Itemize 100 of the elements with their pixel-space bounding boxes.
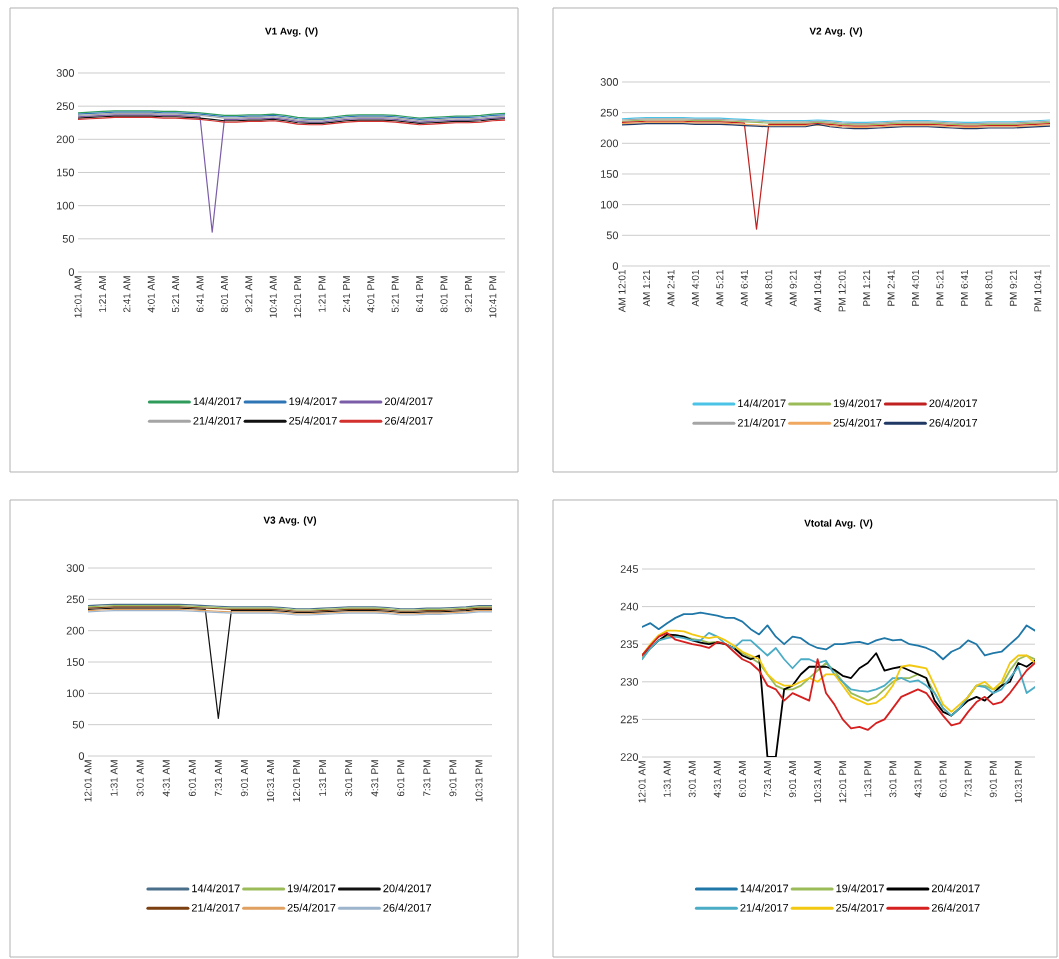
x-tick-label: 12:01 PM	[294, 276, 302, 318]
x-tick-label: AM 1:21	[642, 270, 650, 307]
legend-label: 14/4/2017	[193, 397, 242, 406]
x-tick-label: 3:01 PM	[345, 760, 353, 797]
x-tick-label: 1:31 AM	[663, 761, 671, 797]
x-tick-label: 1:21 PM	[318, 276, 326, 312]
x-tick-label: 10:41 PM	[489, 276, 497, 318]
x-tick-label: 9:01 PM	[989, 761, 997, 798]
x-tick-label: PM 10:41	[1034, 270, 1042, 312]
y-tick-label: 0	[78, 752, 85, 760]
x-tick-label: 9:21 AM	[245, 276, 253, 313]
x-tick-label: PM 5:21	[936, 270, 944, 306]
legend-label: 20/4/2017	[931, 884, 980, 893]
x-tick-label: 2:41 PM	[342, 276, 350, 313]
legend-label: 20/4/2017	[929, 399, 978, 408]
legend-label: 19/4/2017	[833, 399, 882, 408]
y-tick-label: 220	[620, 753, 639, 761]
x-tick-label: 9:01 AM	[240, 760, 248, 797]
x-tick-label: 8:01 PM	[440, 276, 448, 313]
legend-label: 26/4/2017	[931, 903, 980, 912]
y-tick-label: 225	[620, 715, 639, 724]
x-tick-label: AM 10:41	[814, 270, 822, 313]
chart-title: Vtotal Avg. (V)	[804, 519, 873, 529]
x-tick-label: 12:01 AM	[638, 761, 646, 803]
x-tick-label: AM 9:21	[789, 270, 797, 307]
x-tick-label: 10:31 PM	[475, 760, 483, 802]
x-tick-label: 10:31 AM	[814, 761, 822, 803]
y-tick-label: 300	[66, 564, 85, 572]
x-tick-label: 4:31 AM	[162, 760, 170, 797]
legend-label: 25/4/2017	[287, 903, 336, 912]
y-tick-label: 50	[72, 720, 85, 729]
chart-title: V2 Avg. (V)	[809, 27, 863, 37]
x-tick-label: PM 1:21	[863, 270, 871, 306]
x-tick-label: 10:31 PM	[1014, 761, 1022, 803]
legend-label: 25/4/2017	[833, 418, 882, 427]
y-tick-label: 200	[600, 139, 619, 148]
chart-title: V3 Avg. (V)	[263, 516, 317, 526]
y-tick-label: 100	[57, 201, 75, 210]
x-tick-label: 12:01 PM	[839, 761, 847, 803]
y-tick-label: 50	[62, 234, 75, 243]
x-tick-label: PM 2:41	[887, 270, 895, 306]
x-tick-label: AM 5:21	[716, 270, 724, 307]
x-tick-label: 9:01 AM	[788, 761, 797, 798]
legend-label: 25/4/2017	[836, 903, 884, 912]
legend-label: 21/4/2017	[191, 903, 240, 912]
x-tick-label: PM 6:41	[960, 270, 968, 306]
x-tick-label: 2:41 AM	[123, 276, 131, 313]
legend-label: 26/4/2017	[383, 903, 432, 912]
x-tick-label: 12:01 AM	[84, 760, 92, 802]
x-tick-label: 3:01 PM	[889, 761, 897, 798]
y-tick-label: 300	[56, 69, 75, 77]
x-tick-label: 7:31 AM	[763, 761, 771, 798]
x-tick-label: 5:21 AM	[172, 276, 180, 313]
x-tick-label: 6:41 AM	[196, 276, 204, 313]
y-tick-label: 235	[620, 640, 639, 649]
x-tick-label: 6:01 PM	[397, 760, 405, 797]
x-tick-label: AM 6:41	[740, 270, 748, 307]
x-tick-label: 3:01 AM	[136, 760, 144, 797]
x-tick-label: AM 4:01	[691, 270, 699, 307]
legend-label: 19/4/2017	[289, 397, 337, 406]
y-tick-label: 245	[620, 565, 639, 573]
x-tick-label: 10:41 AM	[269, 276, 277, 318]
y-tick-label: 0	[612, 262, 619, 270]
y-tick-label: 200	[56, 135, 75, 144]
x-tick-label: 4:01 AM	[147, 276, 155, 313]
x-tick-label: 4:31 AM	[713, 761, 721, 798]
y-tick-label: 250	[56, 102, 75, 111]
x-tick-label: 3:01 AM	[688, 761, 696, 798]
x-tick-label: AM 8:01	[765, 270, 773, 307]
y-tick-label: 150	[67, 658, 85, 666]
y-tick-label: 100	[67, 689, 85, 698]
y-tick-label: 0	[68, 268, 75, 276]
legend-label: 20/4/2017	[383, 884, 432, 893]
x-tick-label: 6:01 PM	[939, 761, 947, 798]
legend-label: 14/4/2017	[738, 399, 786, 408]
legend-label: 14/4/2017	[740, 884, 789, 893]
x-tick-label: 1:31 PM	[864, 761, 872, 797]
legend-label: 26/4/2017	[384, 416, 433, 425]
x-tick-label: 12:01 PM	[292, 760, 301, 802]
y-tick-label: 250	[600, 108, 619, 117]
legend-label: 21/4/2017	[740, 903, 789, 912]
legend-label: 21/4/2017	[737, 418, 786, 427]
chart-title: V1 Avg. (V)	[264, 27, 318, 37]
x-tick-label: 4:31 PM	[371, 760, 379, 797]
y-tick-label: 240	[620, 602, 639, 611]
x-tick-label: 7:31 PM	[423, 760, 431, 797]
x-tick-label: 6:41 PM	[416, 276, 424, 313]
legend-label: 21/4/2017	[193, 416, 242, 425]
y-tick-label: 150	[601, 170, 619, 178]
legend-label: 20/4/2017	[384, 397, 433, 406]
x-tick-label: PM 4:01	[911, 270, 920, 306]
x-tick-label: 12:01 AM	[74, 276, 82, 318]
x-tick-label: 4:31 PM	[914, 761, 922, 798]
y-tick-label: 150	[57, 168, 75, 177]
x-tick-label: 6:01 AM	[738, 761, 746, 798]
x-tick-label: 1:21 AM	[98, 276, 106, 312]
x-tick-label: AM 12:01	[618, 270, 626, 313]
y-tick-label: 250	[66, 595, 85, 604]
x-tick-label: 4:01 PM	[367, 276, 375, 313]
x-tick-label: 6:01 AM	[188, 760, 196, 797]
